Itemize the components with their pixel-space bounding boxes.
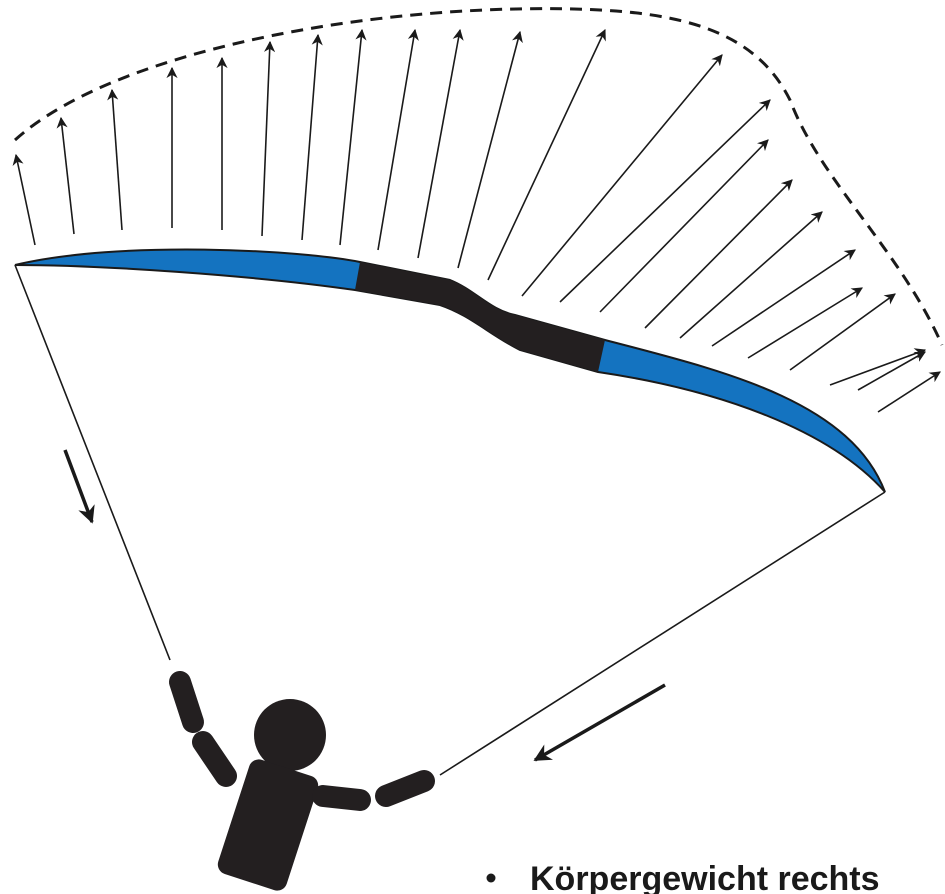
caption: Körpergewicht rechts: [530, 860, 880, 894]
bullet: [487, 874, 496, 883]
pilot: [180, 682, 424, 893]
lift-arrows: [16, 30, 940, 412]
paraglider-diagram: Körpergewicht rechts: [0, 0, 945, 894]
right-line: [440, 492, 885, 775]
left-line: [15, 265, 170, 660]
wing-center: [355, 262, 605, 372]
right-arrow: [535, 685, 665, 760]
left-arrow: [65, 450, 92, 522]
lift-envelope: [15, 9, 942, 345]
